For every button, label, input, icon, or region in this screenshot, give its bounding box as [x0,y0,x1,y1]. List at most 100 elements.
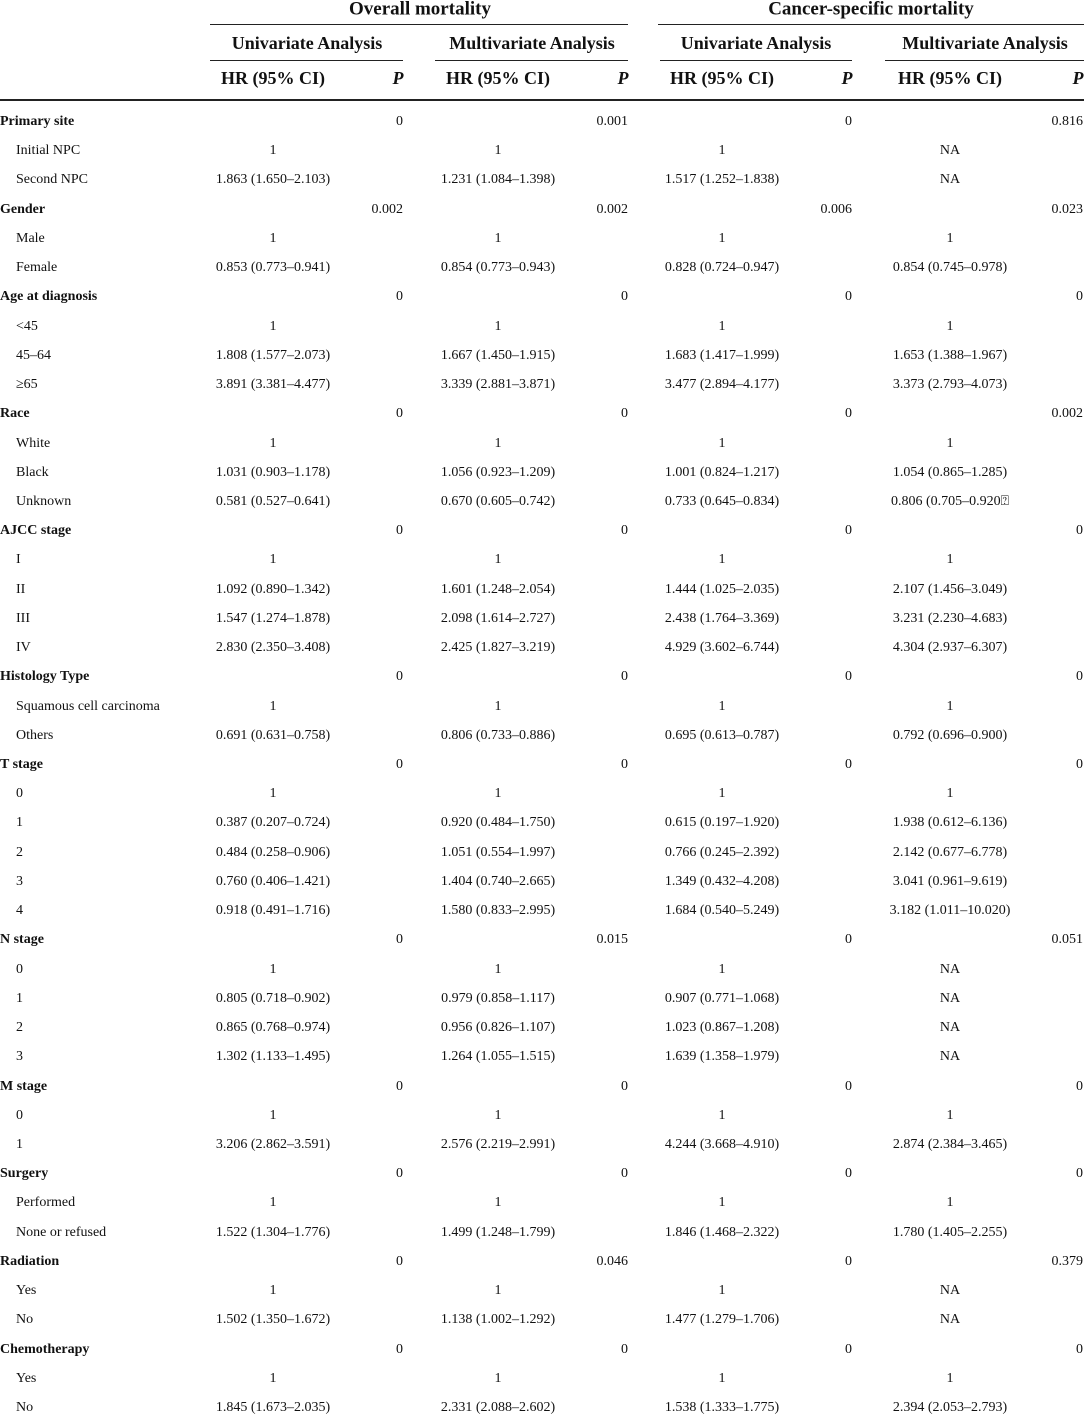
analysis-rule [435,60,628,61]
hazard-ratio: 1 [269,435,277,451]
p-value: 0 [845,1166,852,1182]
hazard-ratio: NA [939,143,961,159]
p-value: 0.379 [1051,1253,1084,1269]
hazard-ratio: 3.477 (2.894–4.177) [664,377,780,393]
hazard-ratio: 1 [494,786,502,802]
hazard-ratio: 1.683 (1.417–1.999) [664,347,780,363]
hazard-ratio: 1 [269,1107,277,1123]
hazard-ratio: 1 [718,318,726,334]
row-label: 45–64 [16,347,51,363]
hazard-ratio: 2.830 (2.350–3.408) [215,640,331,656]
hazard-ratio: 2.142 (0.677–6.778) [892,844,1008,860]
p-value: 0 [1076,289,1083,305]
title-rule [210,24,628,25]
row-group: N stage [0,932,44,948]
hazard-ratio: 1.051 (0.554–1.997) [440,844,556,860]
hazard-ratio: 1 [269,143,277,159]
p-value: 0.046 [596,1253,629,1269]
hazard-ratio: 3.373 (2.793–4.073) [892,377,1008,393]
hazard-ratio: 1 [494,698,502,714]
row-label: Black [16,464,49,480]
hazard-ratio: 1 [718,1195,726,1211]
column-header: P [1072,68,1084,88]
p-value: 0.006 [820,201,853,217]
hazard-ratio: 1 [494,1283,502,1299]
column-header: HR (95% CI) [221,68,325,88]
p-value: 0 [621,523,628,539]
hazard-ratio: 0.806 (0.705–0.920⍰ [890,493,1010,509]
row-group: M stage [0,1078,48,1094]
hazard-ratio: 1.264 (1.055–1.515) [440,1049,556,1065]
hazard-ratio: 1.684 (0.540–5.249) [664,903,780,919]
hazard-ratio: 0.695 (0.613–0.787) [664,727,780,743]
hazard-ratio: 1 [494,143,502,159]
hazard-ratio: 1 [718,961,726,977]
p-value: 0 [621,669,628,685]
row-group: AJCC stage [0,523,72,539]
p-value: 0 [845,1253,852,1269]
p-value: 0 [396,289,403,305]
hazard-ratio: 3.182 (1.011–10.020) [889,903,1011,919]
p-value: 0 [396,1078,403,1094]
hazard-ratio: NA [939,1020,961,1036]
analysis-rule [210,60,403,61]
hazard-ratio: 1.092 (0.890–1.342) [215,581,331,597]
row-label: Yes [16,1370,37,1386]
p-value: 0 [845,289,852,305]
hazard-ratio: 0.484 (0.258–0.906) [215,844,331,860]
row-label: Second NPC [16,172,88,188]
hazard-ratio: 1 [269,698,277,714]
row-label: Squamous cell carcinoma [16,698,160,714]
hazard-ratio: 1 [269,1370,277,1386]
row-label: I [16,552,21,568]
column-header: HR (95% CI) [898,68,1002,88]
hazard-ratio: 2.576 (2.219–2.991) [440,1136,556,1152]
hazard-ratio: 2.438 (1.764–3.369) [664,610,780,626]
hazard-ratio: 1.056 (0.923–1.209) [440,464,556,480]
hazard-ratio: 2.394 (2.053–2.793) [892,1400,1008,1415]
hazard-ratio: 1 [269,318,277,334]
row-label: Initial NPC [16,143,81,159]
hazard-ratio: 1 [718,552,726,568]
p-value: 0 [396,932,403,948]
hazard-ratio: 0.766 (0.245–2.392) [664,844,780,860]
p-value: 0 [396,757,403,772]
hazard-ratio: 2.425 (1.827–3.219) [440,640,556,656]
p-value: 0 [845,669,852,685]
hazard-ratio: 1 [494,435,502,451]
hazard-ratio: 3.339 (2.881–3.871) [440,377,556,393]
hazard-ratio: 3.041 (0.961–9.619) [892,873,1008,889]
column-header: HR (95% CI) [670,68,774,88]
hazard-ratio: NA [939,961,961,977]
hazard-ratio: 1.667 (1.450–1.915) [440,347,556,363]
hazard-ratio: 0.733 (0.645–0.834) [664,493,780,509]
p-value: 0.002 [371,201,404,217]
hazard-ratio: 1 [718,786,726,802]
hazard-ratio: 2.107 (1.456–3.049) [892,581,1008,597]
hazard-ratio: 1.023 (0.867–1.208) [664,1020,780,1036]
p-value: 0.002 [1051,406,1084,422]
row-label: 1 [16,1136,23,1152]
header-rule [0,99,1084,101]
p-value: 0 [396,1166,403,1182]
hazard-ratio: 1.231 (1.084–1.398) [440,172,556,188]
row-group: Primary site [0,114,75,129]
p-value: 0.015 [596,932,629,948]
hazard-ratio: 1 [269,1195,277,1211]
hazard-ratio: 1.639 (1.358–1.979) [664,1049,780,1065]
hazard-ratio: 1.653 (1.388–1.967) [892,347,1008,363]
p-value: 0 [845,1078,852,1094]
hazard-ratio: 1.846 (1.468–2.322) [664,1224,780,1240]
hazard-ratio: 1 [269,961,277,977]
hazard-ratio: 1.938 (0.612–6.136) [892,815,1008,831]
row-label: <45 [16,318,38,334]
p-value: 0.051 [1051,932,1084,948]
hazard-ratio: 1 [718,1107,726,1123]
hazard-ratio: 1 [946,1370,954,1386]
analysis-title: Univariate Analysis [231,33,383,53]
analysis-rule [660,60,852,61]
hazard-ratio: 1 [946,230,954,246]
row-label: III [16,610,30,626]
hazard-ratio: 0.806 (0.733–0.886) [440,727,556,743]
